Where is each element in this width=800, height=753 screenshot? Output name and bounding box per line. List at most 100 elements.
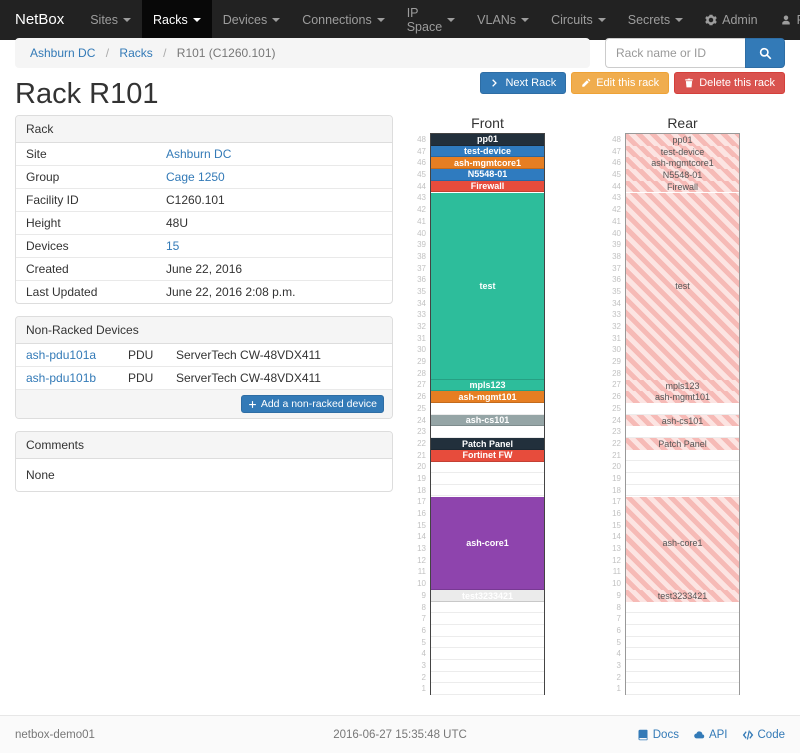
docs-link[interactable]: Docs (637, 729, 679, 741)
device-pp01[interactable]: pp01 (626, 134, 739, 146)
button-label: Next Rack (505, 77, 557, 89)
empty-unit (431, 461, 544, 473)
unit-number: 26 (417, 392, 426, 402)
unit-number: 41 (417, 216, 426, 226)
unit-number: 15 (612, 520, 621, 530)
nav-label: Devices (222, 13, 268, 27)
unit-number: 38 (612, 251, 621, 261)
button-label: Add a non-racked device (260, 398, 377, 410)
code-link[interactable]: Code (742, 729, 785, 741)
device-firewall[interactable]: Firewall (431, 180, 544, 193)
devices-count-link[interactable]: 15 (166, 239, 180, 253)
empty-unit (626, 683, 739, 695)
device-fortinet-fw[interactable]: Fortinet FW (431, 449, 544, 462)
nav-item-racks[interactable]: Racks (142, 0, 212, 40)
device-patch-panel[interactable]: Patch Panel (431, 438, 544, 450)
device-test-device[interactable]: test-device (431, 145, 544, 158)
edit-rack-button[interactable]: Edit this rack (571, 72, 670, 94)
nav-label: Secrets (627, 13, 671, 27)
device-link[interactable]: ash-pdu101b (26, 371, 97, 385)
empty-unit (431, 625, 544, 637)
nav-label: VLANs (477, 13, 517, 27)
app-brand[interactable]: NetBox (15, 11, 65, 28)
panel-heading: Rack (16, 116, 392, 143)
unit-number: 20 (417, 462, 426, 472)
nav-item-connections[interactable]: Connections (291, 0, 396, 40)
user-menu: Admin Profile Log out (694, 0, 800, 40)
device-patch-panel[interactable]: Patch Panel (626, 438, 739, 450)
device-test[interactable]: test (431, 192, 544, 380)
breadcrumb-racks-link[interactable]: Racks (119, 46, 153, 60)
unit-number: 2 (616, 672, 621, 682)
add-non-racked-device-button[interactable]: Add a non-racked device (240, 395, 384, 413)
device-ash-core1[interactable]: ash-core1 (431, 496, 544, 591)
nav-item-devices[interactable]: Devices (212, 0, 291, 40)
unit-number: 14 (612, 532, 621, 542)
unit-number: 12 (417, 555, 426, 565)
nav-item-sites[interactable]: Sites (79, 0, 142, 40)
device-ash-mgmt101[interactable]: ash-mgmt101 (626, 391, 739, 404)
unit-number: 10 (612, 579, 621, 589)
chevron-down-icon (123, 18, 131, 22)
device-firewall[interactable]: Firewall (626, 180, 739, 193)
device-ash-core1[interactable]: ash-core1 (626, 496, 739, 591)
empty-unit (626, 403, 739, 415)
unit-number: 19 (612, 473, 621, 483)
device-ash-cs101[interactable]: ash-cs101 (431, 414, 544, 427)
link-label: Docs (652, 728, 679, 741)
api-link[interactable]: API (693, 729, 728, 741)
device-test[interactable]: test (626, 192, 739, 380)
unit-number: 31 (417, 333, 426, 343)
nav-item-ip-space[interactable]: IP Space (396, 0, 466, 40)
attribute-label: Group (26, 170, 60, 184)
nav-item-profile[interactable]: Profile (769, 0, 800, 40)
front-rack-body: pp01 test-device ash-mgmtcore1 N5548-01 Fire… (430, 133, 545, 695)
device-pp01[interactable]: pp01 (431, 134, 544, 146)
empty-unit (626, 450, 739, 462)
device-test3233421[interactable]: test3233421 (626, 590, 739, 602)
site-link[interactable]: Ashburn DC (166, 147, 232, 161)
nav-label: Racks (153, 13, 188, 27)
attribute-label: Last Updated (26, 285, 98, 299)
unit-number: 27 (417, 380, 426, 390)
search-input[interactable] (605, 38, 745, 68)
search-button[interactable] (745, 38, 785, 68)
nav-item-circuits[interactable]: Circuits (540, 0, 617, 40)
group-link[interactable]: Cage 1250 (166, 170, 225, 184)
unit-number: 28 (417, 368, 426, 378)
nav-item-vlans[interactable]: VLANs (466, 0, 540, 40)
device-n5548-01[interactable]: N5548-01 (431, 169, 544, 181)
attribute-row-height: Height 48U (16, 212, 392, 235)
device-ash-mgmtcore1[interactable]: ash-mgmtcore1 (626, 157, 739, 170)
nav-item-admin[interactable]: Admin (694, 0, 768, 40)
unit-number: 12 (612, 555, 621, 565)
device-n5548-01[interactable]: N5548-01 (626, 169, 739, 181)
delete-rack-button[interactable]: Delete this rack (674, 72, 785, 94)
next-rack-button[interactable]: Next Rack (480, 72, 567, 94)
main-menu: Sites Racks Devices Connections IP Space… (79, 0, 694, 40)
plus-icon (248, 400, 256, 408)
empty-unit (626, 473, 739, 485)
comments-body: None (26, 468, 55, 482)
unit-number: 16 (417, 509, 426, 518)
trash-icon (685, 78, 693, 88)
breadcrumb-site-link[interactable]: Ashburn DC (30, 46, 96, 60)
device-ash-mgmtcore1[interactable]: ash-mgmtcore1 (431, 157, 544, 170)
front-elevation-title: Front (471, 115, 504, 131)
empty-unit (626, 660, 739, 672)
device-mpls123[interactable]: mpls123 (431, 379, 544, 392)
empty-unit (431, 403, 544, 415)
device-link[interactable]: ash-pdu101a (26, 348, 97, 362)
device-ash-mgmt101[interactable]: ash-mgmt101 (431, 391, 544, 404)
table-row: ash-pdu101b PDU ServerTech CW-48VDX411 (16, 367, 392, 390)
attribute-label: Site (26, 147, 47, 161)
unit-number: 9 (421, 590, 426, 600)
unit-number: 37 (612, 263, 621, 273)
nav-item-secrets[interactable]: Secrets (617, 0, 694, 40)
device-test3233421[interactable]: test3233421 (431, 590, 544, 602)
unit-number: 37 (417, 263, 426, 273)
unit-number: 7 (616, 614, 621, 624)
device-mpls123[interactable]: mpls123 (626, 379, 739, 392)
device-ash-cs101[interactable]: ash-cs101 (626, 414, 739, 427)
device-test-device[interactable]: test-device (626, 145, 739, 158)
